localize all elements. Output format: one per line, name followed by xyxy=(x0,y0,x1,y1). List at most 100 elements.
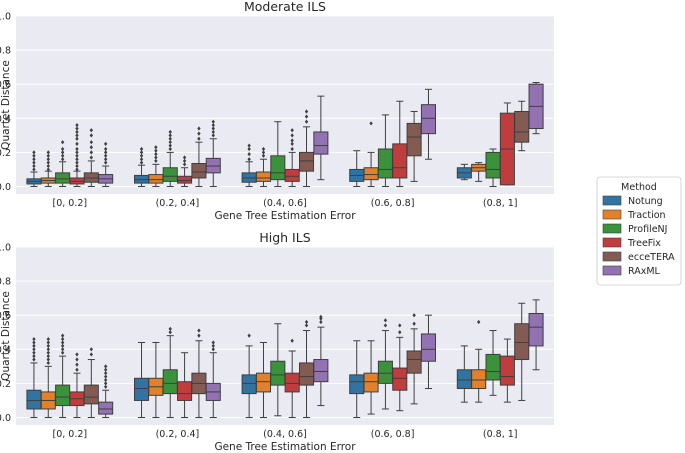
y-axis-label: Quartet Distance xyxy=(0,60,12,150)
flier-point xyxy=(89,352,93,357)
flier-point xyxy=(75,129,79,135)
box-body xyxy=(191,162,207,179)
flier-point xyxy=(32,354,36,359)
flier-point xyxy=(304,119,309,124)
flier-point xyxy=(46,153,50,158)
y-tick-label: 0.0 xyxy=(0,182,11,193)
flier-point xyxy=(103,157,108,162)
box-raxml xyxy=(313,314,329,407)
flier-point xyxy=(154,152,158,157)
box-eccetera xyxy=(83,347,99,418)
box-body xyxy=(98,401,114,415)
y-tick-label: 0.4 xyxy=(0,114,11,125)
box-body xyxy=(148,174,164,184)
box-traction xyxy=(255,341,272,418)
flier-point xyxy=(304,319,309,325)
high-ils-y-ticks: 0.0 0.2 0.4 0.6 0.8 1.0 xyxy=(0,243,11,425)
box-traction xyxy=(471,162,487,182)
flier-point xyxy=(477,319,481,325)
flier-point xyxy=(103,377,108,383)
y-tick-label: 0.6 xyxy=(0,80,11,91)
x-tick-label: (0.2, 0.4] xyxy=(156,198,200,209)
flier-point xyxy=(211,133,215,138)
y-tick-label: 1.0 xyxy=(0,12,11,23)
flier-point xyxy=(290,133,294,138)
box-body xyxy=(177,175,193,184)
box-body xyxy=(241,374,257,395)
moderate-ils-boxes xyxy=(26,81,544,187)
box-profilenj xyxy=(485,148,501,187)
y-tick-label: 0.6 xyxy=(0,311,11,322)
flier-point xyxy=(60,343,65,348)
flier-point xyxy=(261,153,266,158)
legend-swatch xyxy=(602,223,622,234)
box-raxml xyxy=(528,299,544,371)
flier-point xyxy=(290,138,294,143)
flier-point xyxy=(60,350,65,355)
box-treefix xyxy=(284,128,300,187)
legend-swatch xyxy=(602,195,622,206)
flier-point xyxy=(46,340,50,345)
legend-swatch xyxy=(602,265,622,276)
legend-item-notung: Notung xyxy=(602,195,663,207)
flier-point xyxy=(168,136,172,141)
flier-point xyxy=(60,150,65,155)
box-profilenj xyxy=(377,114,393,187)
chart-title: High ILS xyxy=(259,230,310,245)
box-body xyxy=(270,360,286,386)
legend-label: ecceTERA xyxy=(628,252,675,263)
box-body xyxy=(485,151,501,179)
flier-point xyxy=(369,121,373,126)
x-tick-label: [0, 0.2] xyxy=(52,429,87,440)
legend-swatch xyxy=(602,237,622,248)
box-body xyxy=(255,171,272,182)
flier-point xyxy=(75,146,79,152)
flier-point xyxy=(32,357,36,362)
flier-point xyxy=(290,128,294,133)
flier-point xyxy=(398,330,402,335)
flier-point xyxy=(75,167,79,172)
moderate-ils-panel: 0.0 0.2 0.4 0.6 0.8 1.0 [0, 0.2] (0.2, 0… xyxy=(0,0,554,222)
flier-point xyxy=(211,126,215,131)
flier-point xyxy=(60,153,65,158)
flier-point xyxy=(75,352,79,357)
box-body xyxy=(420,333,436,362)
flier-point xyxy=(46,350,50,355)
legend-item-treefix: TreeFix xyxy=(602,237,661,249)
y-tick-label: 1.0 xyxy=(0,243,11,254)
box-body xyxy=(363,167,379,181)
legend-title: Method xyxy=(621,182,657,193)
box-body xyxy=(499,355,515,386)
box-raxml xyxy=(420,88,436,160)
flier-point xyxy=(304,114,309,119)
legend-label: Notung xyxy=(628,196,663,207)
box-body xyxy=(298,362,315,386)
flier-point xyxy=(383,323,388,328)
box-notung xyxy=(26,336,42,418)
legend-item-profilenj: ProfileNJ xyxy=(602,223,667,235)
flier-point xyxy=(139,153,144,158)
flier-point xyxy=(197,136,201,141)
flier-point xyxy=(154,155,158,160)
flier-point xyxy=(139,160,144,165)
legend-item-raxml: RAxML xyxy=(602,265,661,277)
box-body xyxy=(420,104,436,135)
box-body xyxy=(377,148,393,179)
x-tick-label: (0.4, 0.6] xyxy=(263,429,307,440)
box-notung xyxy=(241,333,257,418)
flier-point xyxy=(32,163,36,169)
flier-point xyxy=(46,150,50,155)
box-profilenj xyxy=(55,140,71,187)
flier-point xyxy=(168,146,172,152)
flier-point xyxy=(211,343,215,348)
box-body xyxy=(471,369,487,390)
flier-point xyxy=(103,146,108,152)
box-raxml xyxy=(528,81,544,135)
box-notung xyxy=(241,143,257,187)
box-raxml xyxy=(313,95,329,181)
box-eccetera xyxy=(514,302,530,401)
box-eccetera xyxy=(298,109,315,187)
flier-point xyxy=(60,340,65,345)
box-body xyxy=(392,367,408,391)
